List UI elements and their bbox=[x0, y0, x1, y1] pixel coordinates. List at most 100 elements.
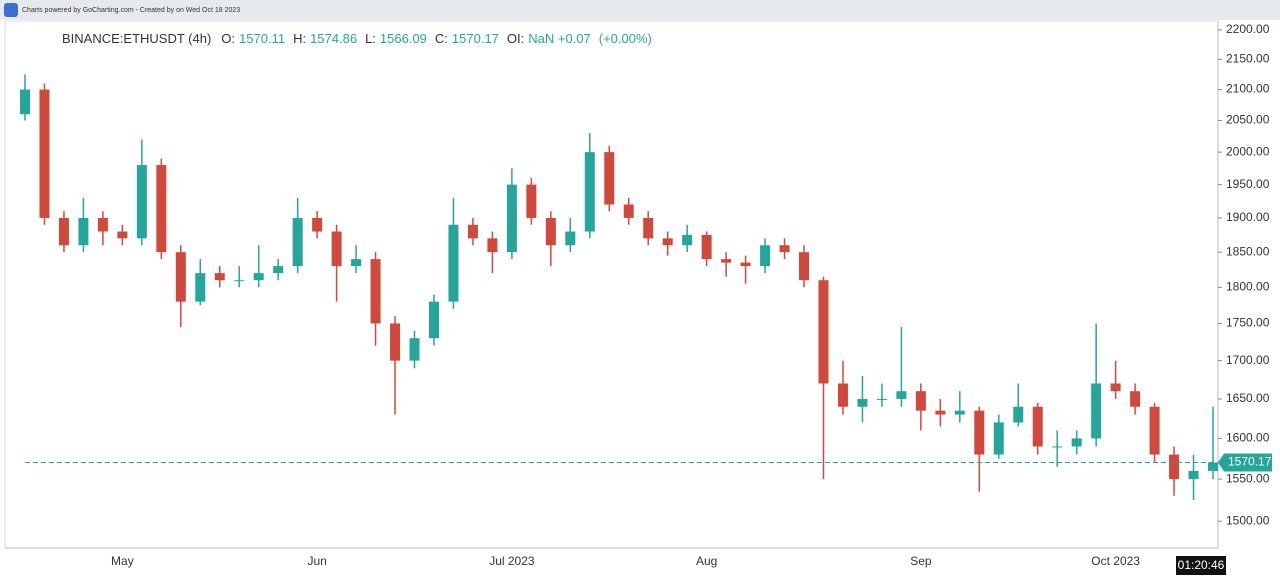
y-tick-label: 1950.00 bbox=[1226, 177, 1270, 191]
field-value: NaN +0.07 bbox=[528, 31, 591, 46]
last-price-label: 1570.17 bbox=[1228, 455, 1272, 469]
last-price-tag bbox=[1218, 453, 1272, 472]
plot-area bbox=[4, 20, 1219, 549]
candle-body bbox=[448, 224, 459, 302]
candle-body bbox=[818, 280, 829, 384]
candle-body bbox=[779, 245, 790, 253]
candle-body bbox=[1091, 383, 1102, 439]
candle-body bbox=[1169, 454, 1180, 480]
x-tick-label: May bbox=[111, 554, 134, 568]
candle-body bbox=[1208, 462, 1218, 471]
candle-body bbox=[604, 152, 615, 205]
candle-body bbox=[409, 338, 420, 361]
candle-body bbox=[253, 273, 264, 281]
header: BINANCE:ETHUSDT (4h) O: 1570.11 H: 1574.86 L:… bbox=[62, 31, 660, 46]
candle-body bbox=[1130, 391, 1141, 407]
candle-body bbox=[915, 391, 926, 411]
candle-body bbox=[292, 217, 303, 267]
field-value: 1574.86 bbox=[310, 31, 358, 46]
candle-body bbox=[487, 238, 498, 253]
x-tick-label: Jun bbox=[307, 554, 326, 568]
candle-body bbox=[837, 383, 848, 407]
candle-body bbox=[740, 262, 751, 267]
candle-body bbox=[97, 217, 108, 232]
logo bbox=[4, 3, 18, 17]
candle-body bbox=[545, 217, 556, 246]
candle-body bbox=[175, 252, 186, 302]
candle-body bbox=[273, 266, 284, 274]
change: (+0.00%) bbox=[598, 31, 652, 46]
candle-body bbox=[935, 410, 946, 415]
candle-body bbox=[799, 252, 810, 281]
candle-body bbox=[214, 273, 225, 281]
y-tick-label: 1850.00 bbox=[1226, 244, 1270, 258]
y-tick-label: 2100.00 bbox=[1226, 82, 1270, 96]
candle-body bbox=[1110, 383, 1121, 392]
candle-body bbox=[565, 231, 576, 246]
candle-body bbox=[1188, 470, 1199, 480]
y-tick-label: 1700.00 bbox=[1226, 353, 1270, 367]
x-tick-label: Aug bbox=[696, 554, 717, 568]
field-value: 1570.11 bbox=[239, 31, 286, 46]
candle-body bbox=[896, 391, 907, 399]
field-label: H: bbox=[293, 31, 307, 46]
candle-body bbox=[1013, 406, 1024, 423]
field-value: 1566.09 bbox=[379, 31, 427, 46]
candle-body bbox=[390, 323, 401, 361]
candle-body bbox=[526, 184, 537, 218]
candle-body bbox=[954, 410, 965, 415]
field-value: 1570.17 bbox=[451, 31, 499, 46]
y-tick-label: 2200.00 bbox=[1226, 22, 1270, 36]
y-tick-label: 2000.00 bbox=[1226, 144, 1270, 158]
field-label: OI: bbox=[506, 31, 525, 46]
y-tick-label: 2150.00 bbox=[1226, 52, 1270, 66]
y-tick-label: 1650.00 bbox=[1226, 391, 1270, 405]
y-tick-label: 1500.00 bbox=[1226, 513, 1270, 527]
candle-body bbox=[1071, 438, 1082, 447]
y-tick-label: 1900.00 bbox=[1226, 210, 1270, 224]
x-tick-label: Oct 2023 bbox=[1091, 554, 1140, 568]
candle-body bbox=[1032, 406, 1043, 447]
candle-body bbox=[370, 259, 381, 324]
time-tag bbox=[1176, 556, 1226, 575]
candle-body bbox=[467, 224, 478, 239]
candle-body bbox=[58, 217, 69, 246]
x-tick-label: Sep bbox=[910, 554, 932, 568]
candle-body bbox=[623, 204, 634, 218]
top-bar-text: Charts powered by GoCharting.com - Creat… bbox=[22, 7, 240, 14]
candle-body bbox=[876, 398, 887, 400]
symbol: BINANCE:ETHUSDT (4h) bbox=[62, 31, 212, 46]
y-tick-label: 1550.00 bbox=[1226, 471, 1270, 485]
candle-body bbox=[156, 165, 167, 253]
candle-body bbox=[974, 410, 985, 455]
candle-body bbox=[117, 231, 128, 239]
y-tick-label: 1600.00 bbox=[1226, 431, 1270, 445]
candle-body bbox=[584, 152, 595, 232]
candle-body bbox=[506, 184, 517, 253]
candle-body bbox=[20, 89, 30, 115]
candle-body bbox=[1149, 406, 1160, 455]
candle-body bbox=[39, 89, 50, 218]
y-tick-label: 2050.00 bbox=[1226, 113, 1270, 127]
candle-body bbox=[701, 234, 712, 260]
candle-body bbox=[136, 165, 147, 239]
y-tick-label: 1800.00 bbox=[1226, 279, 1270, 293]
candle-body bbox=[993, 422, 1004, 455]
candle-body bbox=[662, 238, 673, 246]
x-tick-label: Jul 2023 bbox=[489, 554, 535, 568]
candle-body bbox=[428, 301, 439, 339]
field-label: C: bbox=[434, 31, 448, 46]
candle-body bbox=[312, 217, 323, 232]
candle-body bbox=[1052, 446, 1063, 448]
candle-body bbox=[643, 217, 654, 239]
candle-body bbox=[682, 234, 693, 246]
y-tick-label: 1750.00 bbox=[1226, 316, 1270, 330]
field-label: O: bbox=[221, 31, 236, 46]
candle-body bbox=[721, 259, 732, 263]
candle-body bbox=[857, 398, 868, 407]
candle-body bbox=[195, 273, 206, 302]
field-label: L: bbox=[365, 31, 376, 46]
candle-body bbox=[351, 259, 362, 267]
